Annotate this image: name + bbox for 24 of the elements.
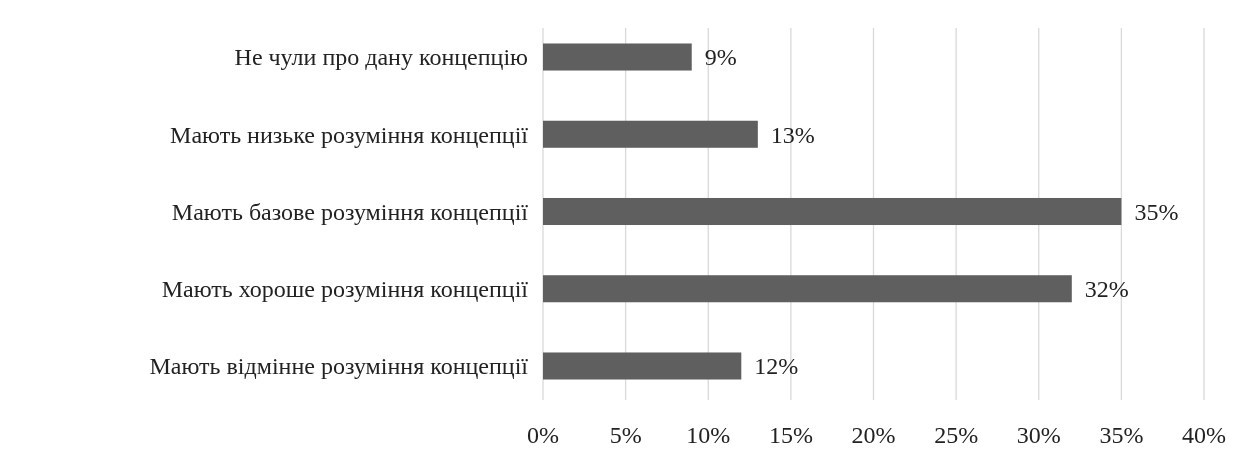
- data-label: 12%: [754, 353, 799, 380]
- y-tick-label: Мають хороше розуміння концепції: [161, 276, 529, 303]
- x-tick-label: 40%: [1182, 422, 1226, 448]
- y-tick-label: Мають базове розуміння концепції: [171, 198, 529, 225]
- x-tick-label: 35%: [1099, 422, 1144, 448]
- y-tick-label: Не чули про дану концепцію: [234, 44, 529, 71]
- y-tick-label: Мають низьке розуміння концепції: [170, 121, 529, 148]
- x-tick-label: 25%: [934, 422, 979, 448]
- x-tick-label: 15%: [768, 422, 813, 448]
- data-label: 13%: [770, 121, 815, 148]
- data-label: 9%: [704, 44, 737, 71]
- x-tick-label: 0%: [527, 422, 559, 448]
- x-tick-label: 20%: [851, 422, 896, 448]
- x-tick-label: 5%: [609, 422, 642, 448]
- x-tick-label: 30%: [1016, 422, 1061, 448]
- bar: [543, 275, 1072, 303]
- bar: [543, 197, 1122, 226]
- bar: [543, 120, 758, 148]
- data-label: 32%: [1084, 276, 1129, 303]
- bar: [543, 43, 692, 71]
- data-label: 35%: [1134, 198, 1179, 225]
- x-tick-label: 10%: [686, 422, 731, 448]
- y-tick-label: Мають відмінне розуміння концепції: [149, 353, 529, 380]
- bar: [543, 352, 742, 380]
